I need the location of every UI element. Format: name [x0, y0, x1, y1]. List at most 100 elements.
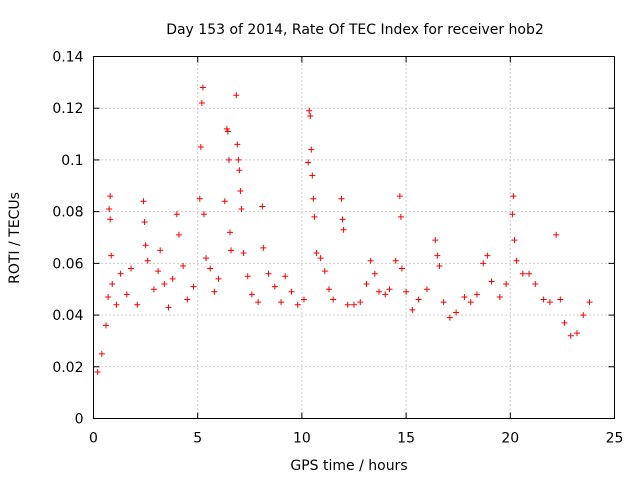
data-point — [309, 172, 316, 179]
data-point — [313, 250, 320, 257]
data-point — [305, 159, 312, 166]
data-point — [109, 281, 116, 288]
data-point — [108, 252, 115, 259]
data-point — [488, 278, 495, 285]
y-tick-label: 0.08 — [52, 205, 83, 221]
data-point — [134, 301, 141, 308]
data-point — [271, 283, 278, 290]
data-point — [235, 156, 242, 163]
grid-lines — [93, 56, 615, 419]
data-point — [473, 291, 480, 298]
data-point — [382, 291, 389, 298]
data-point — [234, 141, 241, 148]
y-tick-label: 0.1 — [61, 153, 83, 169]
data-point — [260, 244, 267, 251]
data-point — [157, 247, 164, 254]
data-point — [363, 281, 370, 288]
data-point — [228, 247, 235, 254]
data-point — [340, 226, 347, 233]
data-point — [396, 193, 403, 200]
data-point — [140, 198, 147, 205]
data-point — [144, 257, 151, 264]
data-point — [103, 322, 110, 329]
data-point — [397, 213, 404, 220]
data-point — [227, 229, 234, 236]
data-point — [344, 301, 351, 308]
data-point — [238, 206, 245, 213]
x-tick-label: 10 — [293, 431, 311, 447]
data-point — [173, 211, 180, 218]
data-point — [244, 273, 251, 280]
tick-labels: 0 5 10 15 20 25 0 0.02 0.04 0.06 0.08 0.1 0.12 0.14 — [52, 50, 623, 447]
data-point — [480, 260, 487, 267]
data-point — [307, 112, 314, 119]
data-point — [198, 100, 205, 107]
data-point — [107, 193, 114, 200]
data-point — [113, 301, 120, 308]
data-points — [94, 84, 593, 375]
data-point — [310, 195, 317, 202]
data-point — [224, 128, 231, 135]
data-point — [376, 288, 383, 295]
y-tick-label: 0.12 — [52, 101, 83, 117]
data-point — [440, 299, 447, 306]
data-point — [294, 301, 301, 308]
data-point — [325, 286, 332, 293]
data-point — [392, 257, 399, 264]
data-point — [203, 255, 210, 262]
data-point — [117, 270, 124, 277]
data-point — [199, 84, 206, 91]
y-tick-label: 0.06 — [52, 256, 83, 272]
data-point — [211, 288, 218, 295]
data-point — [141, 218, 148, 225]
data-point — [546, 299, 553, 306]
data-point — [248, 291, 255, 298]
data-point — [484, 252, 491, 259]
data-point — [415, 296, 422, 303]
data-point — [282, 273, 289, 280]
data-point — [338, 195, 345, 202]
y-axis-title: ROTI / TECUs — [7, 192, 23, 284]
data-point — [197, 144, 204, 150]
data-point — [240, 250, 247, 257]
data-point — [175, 231, 182, 238]
data-point — [259, 203, 266, 210]
data-point — [321, 268, 328, 275]
data-point — [461, 293, 468, 300]
data-point — [423, 286, 430, 293]
data-point — [351, 301, 357, 308]
data-point — [436, 262, 443, 269]
data-point — [567, 332, 574, 339]
data-point — [155, 268, 162, 275]
data-point — [105, 293, 112, 300]
data-point — [300, 296, 307, 303]
data-point — [221, 198, 228, 205]
data-point — [169, 275, 176, 282]
data-point — [446, 314, 453, 321]
x-tick-label: 15 — [397, 431, 415, 447]
data-point — [557, 296, 564, 303]
data-point — [496, 293, 503, 300]
data-point — [278, 299, 285, 306]
data-point — [526, 270, 533, 277]
data-point — [207, 265, 214, 272]
data-point — [403, 288, 410, 295]
y-tick-label: 0.14 — [52, 50, 83, 66]
data-point — [311, 213, 318, 220]
data-point — [308, 146, 315, 153]
data-point — [371, 270, 378, 277]
plot-frame — [93, 56, 615, 419]
x-axis-title: GPS time / hours — [290, 458, 407, 474]
data-point — [580, 312, 587, 319]
data-point — [306, 107, 313, 114]
data-point — [586, 299, 593, 306]
data-point — [509, 211, 516, 218]
data-point — [142, 242, 149, 249]
data-point — [330, 296, 337, 303]
data-point — [161, 281, 168, 288]
data-point — [255, 299, 262, 306]
data-point — [237, 187, 244, 194]
data-point — [513, 257, 520, 264]
data-point — [561, 319, 568, 326]
